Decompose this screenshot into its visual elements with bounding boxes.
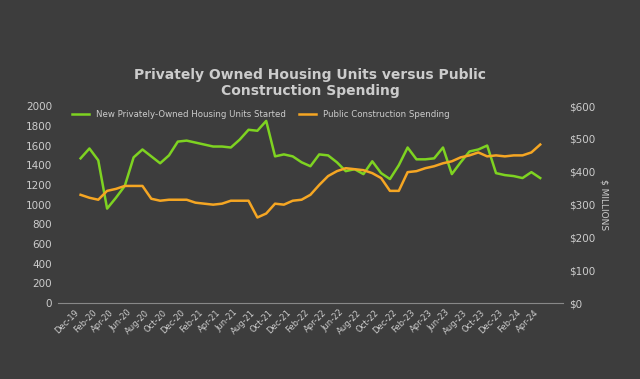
Line: Public Construction Spending: Public Construction Spending <box>81 144 540 218</box>
Public Construction Spending <box>536 142 544 147</box>
Y-axis label: $ MILLIONS: $ MILLIONS <box>600 179 609 230</box>
Title: Privately Owned Housing Units versus Public
Construction Spending: Privately Owned Housing Units versus Pub… <box>134 68 486 98</box>
New Privately-Owned Housing Units Started <box>448 172 456 176</box>
New Privately-Owned Housing Units Started <box>536 176 544 180</box>
Public Construction Spending <box>253 215 261 220</box>
Public Construction Spending <box>492 153 500 158</box>
Public Construction Spending <box>351 167 358 171</box>
Public Construction Spending <box>200 201 208 206</box>
New Privately-Owned Housing Units Started <box>395 163 403 168</box>
New Privately-Owned Housing Units Started <box>369 159 376 164</box>
New Privately-Owned Housing Units Started <box>262 119 270 123</box>
Public Construction Spending <box>439 161 447 166</box>
Public Construction Spending <box>77 193 84 197</box>
New Privately-Owned Housing Units Started <box>360 172 367 176</box>
New Privately-Owned Housing Units Started <box>103 206 111 211</box>
Legend: New Privately-Owned Housing Units Started, Public Construction Spending: New Privately-Owned Housing Units Starte… <box>72 110 450 119</box>
Public Construction Spending <box>360 168 367 172</box>
Line: New Privately-Owned Housing Units Started: New Privately-Owned Housing Units Starte… <box>81 121 540 208</box>
New Privately-Owned Housing Units Started <box>209 144 217 149</box>
New Privately-Owned Housing Units Started <box>386 177 394 181</box>
New Privately-Owned Housing Units Started <box>77 156 84 161</box>
Public Construction Spending <box>377 176 385 180</box>
